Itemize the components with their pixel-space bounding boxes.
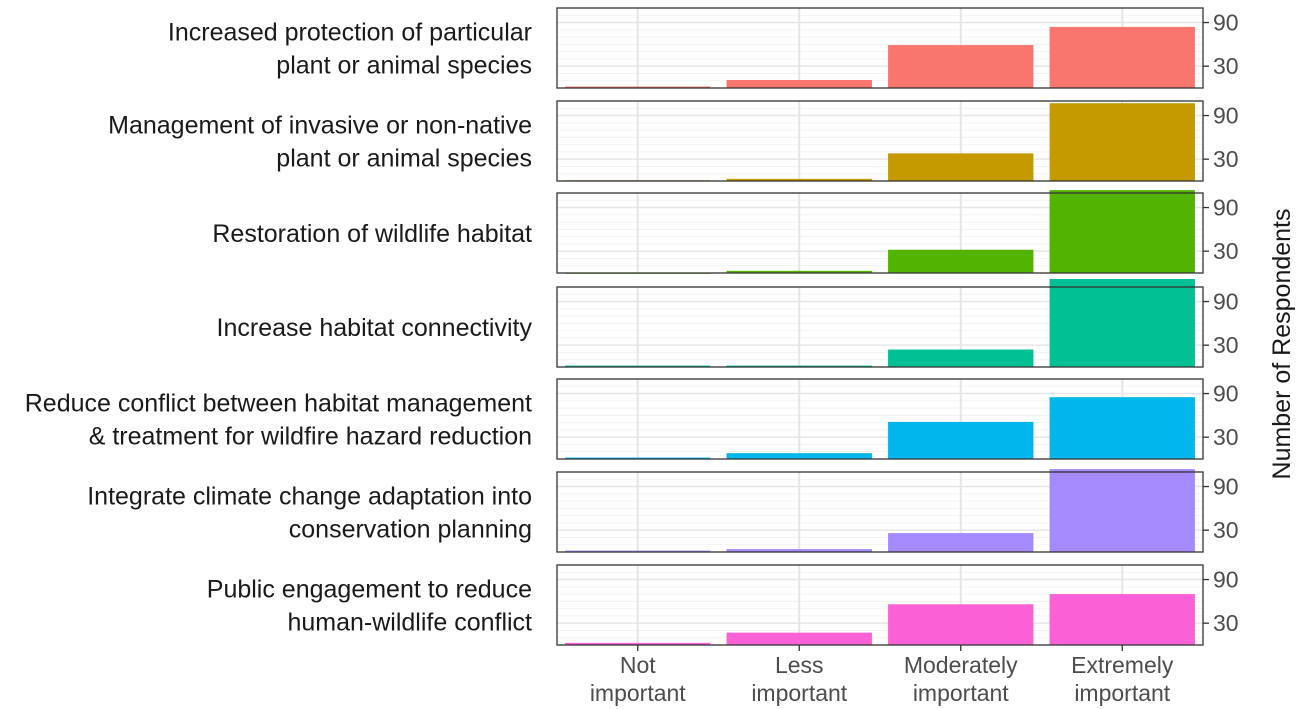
y-tick-label: 90 [1213,567,1239,593]
bar [565,86,711,88]
panel-border [556,192,1204,274]
bar [726,365,872,367]
panel-border [556,471,1204,553]
bar [726,549,872,552]
x-tick-label: Less [775,652,824,678]
row-label: Public engagement to reduce [207,576,532,604]
bar [726,453,872,459]
panel: 30 90 Increased protection of particular pl… [168,7,1239,89]
panel-border [556,564,1204,646]
y-tick-label: 90 [1213,289,1239,315]
row-label: conservation planning [289,516,532,544]
bar [726,80,872,88]
row-label: plant or animal species [276,52,532,80]
y-tick-label: 30 [1213,332,1239,358]
bar [726,270,872,273]
panel-border [556,100,1204,182]
row-label: Integrate climate change adaptation into [87,483,532,511]
y-tick-label: 30 [1213,238,1239,264]
row-label: human-wildlife conflict [287,609,532,637]
bar [888,604,1034,645]
y-tick-label: 30 [1213,517,1239,543]
y-tick-label: 90 [1213,103,1239,129]
bar [1049,279,1195,367]
y-tick-label: 30 [1213,424,1239,450]
bar [565,365,711,367]
row-label: & treatment for wildfire hazard reductio… [89,423,532,451]
x-tick-label: important [751,680,847,706]
row-label: Increased protection of particular [168,19,532,47]
x-tick-label: Not [620,652,656,678]
x-tick-label: important [913,680,1009,706]
bar [565,550,711,552]
y-tick-label: 30 [1213,146,1239,172]
bar [1049,397,1195,459]
bar [565,457,711,459]
y-tick-label: 90 [1213,10,1239,36]
panel: 30 90 Management of invasive or non-native… [108,100,1239,182]
panel: 30 90 Reduce conflict between habitat mana… [25,378,1239,460]
y-tick-label: 90 [1213,381,1239,407]
x-tick-label: important [1074,680,1170,706]
bar [888,349,1034,367]
row-label: Management of invasive or non-native [108,112,532,140]
row-label: plant or animal species [276,145,532,173]
panel-border [556,378,1204,460]
bar [888,153,1034,181]
bar [888,421,1034,459]
bar [726,632,872,645]
bar [1049,26,1195,89]
row-label: Increase habitat connectivity [217,314,533,342]
row-label: Reduce conflict between habitat manageme… [25,390,532,418]
bar [888,45,1034,88]
bar [888,249,1034,273]
row-label: Restoration of wildlife habitat [212,220,532,248]
bar [1049,594,1195,645]
bar [1049,469,1195,552]
panel: 30 90 Public engagement to reduce human-wil… [207,564,1239,646]
y-tick-label: 90 [1213,474,1239,500]
bar [565,642,711,645]
bar [1049,190,1195,273]
x-tick-label: Moderately [904,652,1018,678]
bar [888,533,1034,552]
y-axis-title: Number of Respondents [1268,209,1296,480]
panels: 30 90 Increased protection of particular pl… [25,7,1239,646]
panel: 30 90 Restoration of wildlife habitat [212,190,1239,274]
panel: 30 90 Integrate climate change adaptation … [87,469,1239,553]
panel-border [556,7,1204,89]
x-tick-label: Extremely [1071,652,1174,678]
panel: 30 90 Increase habitat connectivity [217,279,1239,368]
bar [726,178,872,181]
x-axis: NotimportantLessimportantModeratelyimpor… [590,645,1174,706]
panel-border [556,286,1204,368]
bar [1049,103,1195,181]
y-tick-label: 30 [1213,53,1239,79]
y-tick-label: 30 [1213,610,1239,636]
x-tick-label: important [590,680,686,706]
y-tick-label: 90 [1213,195,1239,221]
